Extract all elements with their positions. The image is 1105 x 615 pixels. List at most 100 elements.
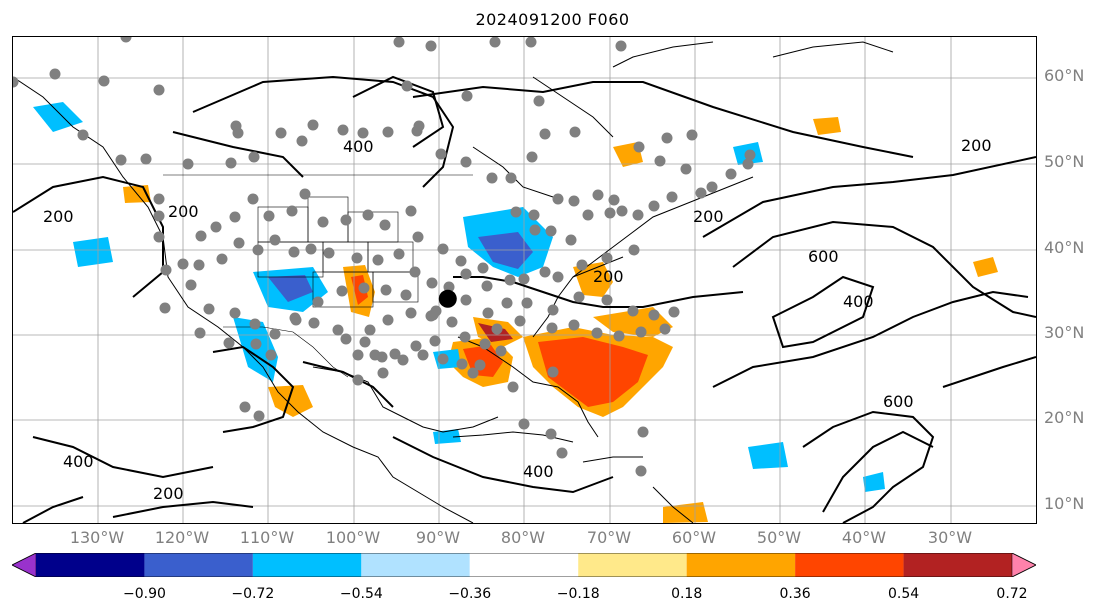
station-marker bbox=[545, 428, 557, 440]
station-marker bbox=[668, 306, 680, 318]
strong-positive-anomaly-region bbox=[538, 337, 648, 407]
station-marker bbox=[233, 237, 245, 249]
colorbar-tick-label: −0.36 bbox=[448, 586, 492, 602]
station-marker bbox=[380, 284, 392, 296]
station-marker bbox=[437, 243, 449, 255]
station-marker bbox=[491, 323, 503, 335]
station-marker bbox=[616, 205, 628, 217]
station-marker bbox=[153, 84, 165, 96]
station-marker bbox=[467, 367, 479, 379]
station-marker bbox=[307, 119, 319, 131]
station-marker bbox=[695, 187, 707, 199]
contour-label: 600 bbox=[883, 392, 914, 411]
storm-center-marker[interactable] bbox=[438, 289, 457, 308]
station-marker bbox=[427, 309, 439, 321]
station-marker bbox=[364, 324, 376, 336]
station-marker bbox=[591, 327, 603, 339]
colorbar-segment bbox=[36, 553, 145, 577]
station-marker bbox=[565, 234, 577, 246]
colorbar-segment bbox=[144, 553, 253, 577]
station-marker bbox=[412, 231, 424, 243]
station-marker bbox=[410, 340, 422, 352]
station-marker bbox=[140, 153, 152, 165]
station-marker bbox=[637, 426, 649, 438]
longitude-label: 110°W bbox=[239, 528, 295, 547]
station-marker bbox=[437, 353, 449, 365]
longitude-label: 100°W bbox=[325, 528, 381, 547]
station-marker bbox=[296, 135, 308, 147]
station-marker bbox=[680, 163, 692, 175]
station-marker bbox=[312, 296, 324, 308]
station-marker bbox=[481, 280, 493, 292]
station-marker bbox=[556, 447, 568, 459]
station-marker bbox=[337, 124, 349, 136]
colorbar-tick-label: 0.54 bbox=[887, 586, 920, 602]
station-marker bbox=[429, 335, 441, 347]
station-marker bbox=[518, 418, 530, 430]
contour-label-group: 200 200 200 200 200 200 400 400 400 400 … bbox=[43, 136, 992, 503]
station-marker bbox=[568, 195, 580, 207]
station-marker bbox=[194, 327, 206, 339]
station-marker bbox=[352, 374, 364, 386]
station-marker bbox=[216, 253, 228, 265]
station-marker bbox=[265, 349, 277, 361]
station-marker bbox=[397, 354, 409, 366]
station-marker bbox=[275, 127, 287, 139]
station-marker bbox=[305, 243, 317, 255]
contour-label: 200 bbox=[168, 202, 199, 221]
station-marker bbox=[13, 76, 19, 88]
station-marker bbox=[725, 168, 737, 180]
station-marker bbox=[659, 323, 671, 335]
station-marker bbox=[182, 158, 194, 170]
station-marker bbox=[229, 307, 241, 319]
station-marker bbox=[504, 274, 516, 286]
negative-anomaly-region bbox=[863, 472, 885, 492]
station-marker bbox=[613, 330, 625, 342]
colorbar-tick-label: 0.18 bbox=[671, 586, 703, 602]
station-marker bbox=[455, 255, 467, 267]
contour-label: 600 bbox=[808, 247, 839, 266]
station-marker bbox=[426, 277, 438, 289]
station-marker bbox=[514, 315, 526, 327]
colorbar-segment bbox=[469, 553, 579, 577]
negative-anomaly-region bbox=[433, 429, 461, 444]
station-marker bbox=[405, 307, 417, 319]
station-marker bbox=[510, 206, 522, 218]
station-marker bbox=[446, 316, 458, 328]
station-marker bbox=[460, 156, 472, 168]
station-marker bbox=[666, 191, 678, 203]
station-marker bbox=[393, 37, 405, 48]
longitude-label: 40°W bbox=[841, 528, 887, 547]
station-marker bbox=[552, 271, 564, 283]
positive-anomaly-region bbox=[573, 262, 613, 297]
longitude-label: 120°W bbox=[154, 528, 210, 547]
station-marker bbox=[400, 289, 412, 301]
station-marker bbox=[379, 219, 391, 231]
station-marker bbox=[299, 188, 311, 200]
colorbar-segment bbox=[361, 553, 470, 577]
station-marker bbox=[382, 126, 394, 138]
station-marker bbox=[177, 258, 189, 270]
latitude-label: 10°N bbox=[1044, 494, 1085, 513]
station-marker bbox=[507, 381, 519, 393]
station-marker bbox=[479, 338, 491, 350]
colorbar bbox=[12, 553, 1036, 577]
station-marker bbox=[159, 302, 171, 314]
station-marker bbox=[628, 244, 640, 256]
colorbar-segment bbox=[795, 553, 904, 577]
station-marker bbox=[323, 247, 335, 259]
station-marker bbox=[352, 349, 364, 361]
colorbar-tick-label: −0.18 bbox=[556, 586, 600, 602]
station-marker bbox=[49, 68, 61, 80]
latitude-label: 30°N bbox=[1044, 323, 1085, 342]
contour-label: 400 bbox=[343, 137, 374, 156]
station-marker bbox=[425, 40, 437, 52]
station-marker bbox=[417, 349, 429, 361]
station-marker bbox=[461, 90, 473, 102]
station-marker bbox=[474, 359, 486, 371]
station-marker bbox=[482, 307, 494, 319]
station-marker bbox=[409, 266, 421, 278]
station-marker bbox=[601, 294, 613, 306]
station-markers bbox=[13, 37, 756, 477]
station-marker bbox=[459, 331, 471, 343]
